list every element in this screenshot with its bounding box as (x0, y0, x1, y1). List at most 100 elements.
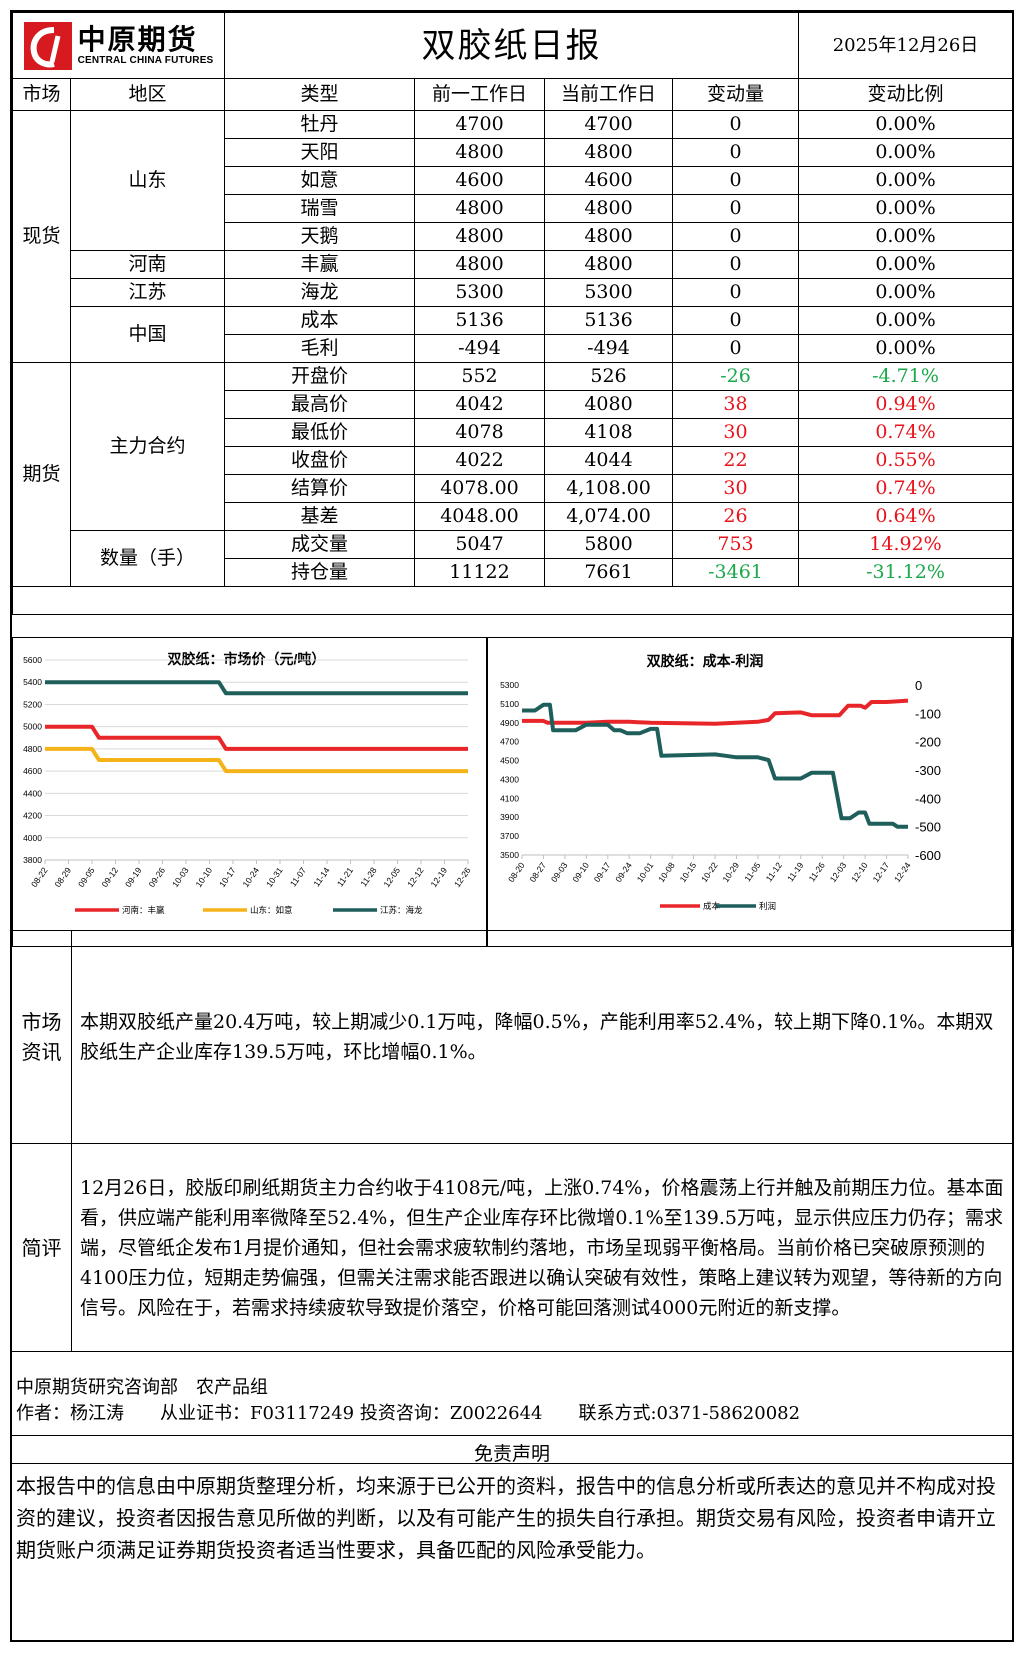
change-value: 30 (672, 418, 799, 447)
x-tick-label: 09-12 (99, 865, 120, 889)
x-tick-label: 11-05 (742, 860, 762, 883)
x-tick-label: 12-19 (428, 865, 449, 889)
change-pct: 0.00% (798, 138, 1013, 167)
table-row: 中国 成本 5136 5136 0 0.00% (13, 306, 1013, 363)
table-row: 如意 4600 4600 0 0.00% (13, 166, 1013, 195)
y2-tick-label: -200 (915, 735, 941, 750)
change-pct: 0.55% (798, 446, 1013, 475)
x-tick-label: 11-07 (288, 865, 308, 888)
x-tick-label: 10-17 (217, 865, 238, 889)
x-tick-label: 09-24 (613, 860, 634, 884)
blank-row (12, 586, 1013, 615)
table-row: 收盘价 4022 4044 22 0.55% (13, 446, 1013, 475)
x-tick-label: 09-05 (76, 865, 97, 889)
prev-value: 4800 (414, 222, 545, 251)
type-cell: 天鹅 (224, 222, 415, 251)
y-tick-label: 4600 (23, 766, 42, 776)
prev-value: 4022 (414, 446, 545, 475)
chart-title: 双胶纸：市场价（元/吨） (168, 651, 326, 667)
y-tick-label: 5400 (23, 677, 42, 687)
y2-tick-label: -300 (915, 763, 941, 778)
type-cell: 开盘价 (224, 362, 415, 391)
x-tick-label: 08-22 (29, 865, 50, 889)
change-value: 0 (672, 334, 799, 363)
commentary-text: 12月26日，胶版印刷纸期货主力合约收于4108元/吨，上涨0.74%，价格震荡… (80, 1176, 1004, 1319)
col-header-region: 地区 (70, 78, 225, 111)
prev-value: -494 (414, 334, 545, 363)
prev-value: 4800 (414, 250, 545, 279)
type-cell: 成交量 (224, 530, 415, 559)
prev-value: 5300 (414, 278, 545, 307)
change-pct: 0.74% (798, 418, 1013, 447)
col-header-change: 变动量 (672, 78, 799, 111)
table-row: 天鹅 4800 4800 0 0.00% (13, 222, 1013, 251)
x-tick-label: 09-26 (146, 865, 167, 889)
x-tick-label: 12-03 (828, 860, 849, 884)
region-label: 江苏 (70, 278, 225, 307)
table-row: 结算价 4078.00 4,108.00 30 0.74% (13, 474, 1013, 503)
series-line-2 (45, 680, 468, 696)
col-header-type: 类型 (224, 78, 415, 111)
market-info-section: 市场资讯 本期双胶纸产量20.4万吨，较上期减少0.1万吨，降幅0.5%，产能利… (12, 930, 1012, 1143)
prev-value: 11122 (414, 558, 545, 587)
blank-cell (12, 586, 1013, 615)
legend-label: 山东：如意 (250, 905, 293, 915)
chart-cost-profit: 双胶纸：成本-利润 3500 3700 3900 4100 4300 4500 4700 490… (487, 637, 1012, 947)
x-tick-label: 10-24 (240, 865, 261, 889)
y-tick-label: 4500 (500, 756, 519, 766)
series-line-1 (522, 702, 908, 829)
report-page: 中原期货 CENTRAL CHINA FUTURES 双胶纸日报 2025年12… (10, 10, 1014, 1642)
col-header-prev: 前一工作日 (414, 78, 545, 111)
type-cell: 天阳 (224, 138, 415, 167)
y-tick-label: 4900 (500, 718, 519, 728)
market-futures-label: 期货 (12, 362, 71, 587)
y-tick-label: 3700 (500, 831, 519, 841)
type-cell: 收盘价 (224, 446, 415, 475)
prev-value: 4800 (414, 138, 545, 167)
y2-tick-label: -400 (915, 791, 941, 806)
prev-value: 5047 (414, 530, 545, 559)
change-value: 0 (672, 222, 799, 251)
change-pct: 0.00% (798, 194, 1013, 223)
prev-value: 4078 (414, 418, 545, 447)
prev-value: 4078.00 (414, 474, 545, 503)
type-cell: 最低价 (224, 418, 415, 447)
change-pct: 0.00% (798, 222, 1013, 251)
x-tick-label: 09-03 (549, 860, 570, 884)
change-pct: 0.00% (798, 334, 1013, 363)
table-row: 持仓量 11122 7661 -3461 -31.12% (13, 558, 1013, 587)
charts-area: 双胶纸：市场价（元/吨） 3800 4000 4200 4400 4600 4800 5000… (12, 637, 1012, 947)
type-cell: 持仓量 (224, 558, 415, 587)
change-value: 38 (672, 390, 799, 419)
table-row: 江苏 海龙 5300 5300 0 0.00% (13, 278, 1013, 307)
change-value: 22 (672, 446, 799, 475)
x-tick-label: 10-01 (635, 860, 656, 884)
curr-value: 7661 (544, 558, 673, 587)
change-value: 0 (672, 250, 799, 279)
change-value: 0 (672, 138, 799, 167)
y-tick-label: 4400 (23, 788, 42, 798)
change-pct: -31.12% (798, 558, 1013, 587)
change-value: 30 (672, 474, 799, 503)
disclaimer-text: 本报告中的信息由中原期货整理分析，均来源于已公开的资料，报告中的信息分析或所表达… (16, 1474, 996, 1562)
curr-value: 4800 (544, 138, 673, 167)
x-tick-label: 10-10 (193, 865, 214, 889)
type-cell: 丰赢 (224, 250, 415, 279)
change-pct: 0.00% (798, 250, 1013, 279)
y-tick-label: 4100 (500, 793, 519, 803)
type-cell: 结算价 (224, 474, 415, 503)
type-cell: 海龙 (224, 278, 415, 307)
x-tick-label: 09-10 (570, 860, 591, 884)
data-table: 中原期货 CENTRAL CHINA FUTURES 双胶纸日报 2025年12… (12, 12, 1013, 615)
x-tick-label: 10-29 (720, 860, 741, 884)
series-line-0 (522, 698, 909, 726)
y-tick-label: 5000 (23, 722, 42, 732)
commentary-label: 简评 (12, 1144, 72, 1351)
region-label: 山东 (70, 110, 225, 251)
y-tick-label: 4200 (23, 811, 42, 821)
region-label: 河南 (70, 250, 225, 279)
group-label: 数量（手） (70, 530, 225, 587)
x-tick-label: 08-27 (527, 860, 548, 884)
x-tick-label: 09-19 (123, 865, 144, 889)
logo-icon (23, 21, 72, 70)
